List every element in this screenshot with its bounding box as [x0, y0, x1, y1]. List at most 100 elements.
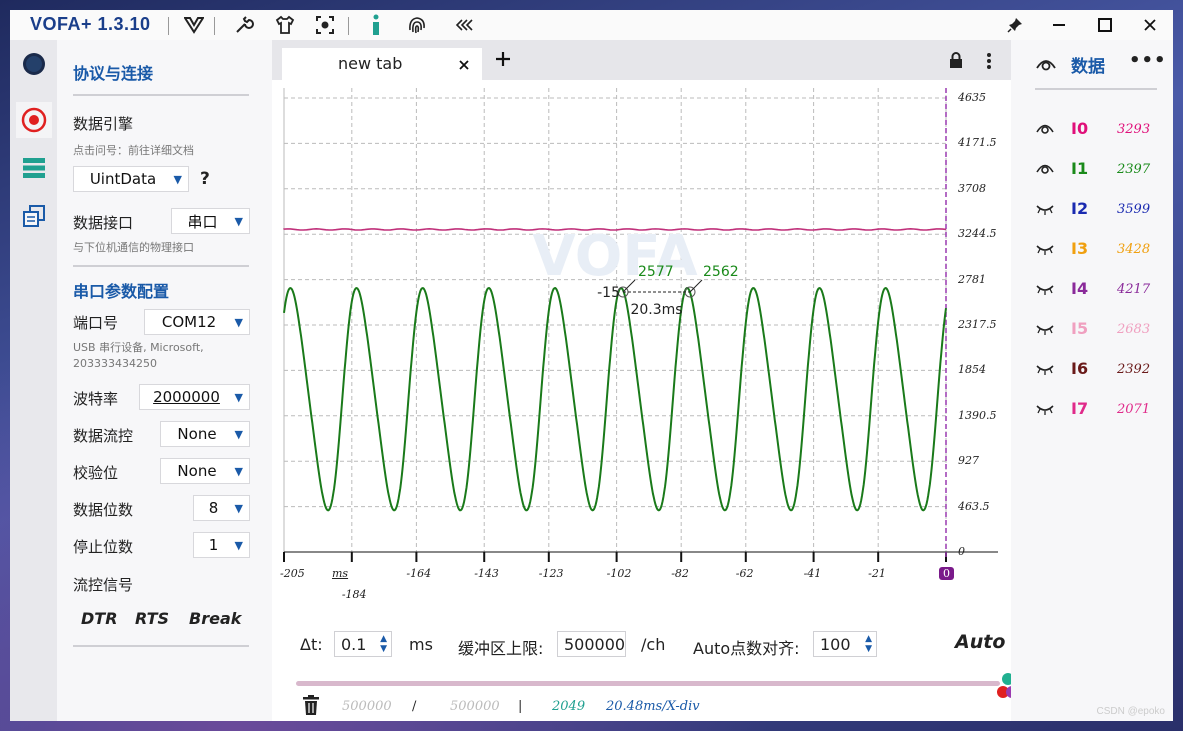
eye-open-icon[interactable] [1035, 161, 1055, 181]
dt-value: 0.1 [341, 634, 367, 654]
close-icon[interactable] [458, 53, 470, 75]
channel-row-i1[interactable]: I1 2397 [1011, 155, 1173, 185]
cursor-leader-right [689, 279, 703, 293]
y-tick-label: 1390.5 [958, 408, 997, 422]
main-area: new tab VOFA 2577 2562 -15 20.3ms 4635 4171.5… [272, 40, 1018, 721]
connection-status-icon[interactable] [16, 46, 52, 82]
parity-select-value: None [177, 462, 217, 480]
iface-select[interactable]: 串口 ▼ [171, 208, 250, 234]
port-select-value: COM12 [161, 313, 217, 331]
align-value: 100 [820, 634, 851, 654]
databits-label: 数据位数 [73, 501, 134, 519]
channel-value: 3599 [1117, 202, 1151, 217]
chevron-down-icon: ▼ [173, 173, 182, 186]
x-tick-label: -82 [671, 567, 689, 580]
parity-label: 校验位 [73, 464, 119, 482]
more-vertical-icon[interactable] [986, 52, 992, 74]
wrench-icon[interactable] [231, 12, 257, 38]
baud-select[interactable]: 2000000 ▼ [139, 384, 250, 410]
collapse-icon[interactable] [452, 12, 478, 38]
channel-row-i7[interactable]: I7 2071 [1011, 395, 1173, 425]
flowctl-label: 数据流控 [73, 427, 134, 445]
toolbar-separator [348, 17, 349, 35]
break-button[interactable]: Break [189, 609, 242, 628]
spinner-icon[interactable]: ▲ ▼ [380, 634, 387, 654]
protocol-tab-icon[interactable] [16, 102, 52, 138]
left-rail [10, 40, 57, 721]
watermark: CSDN @epoko [1096, 706, 1165, 717]
eye-closed-icon[interactable] [1035, 321, 1055, 341]
dt-input[interactable]: 0.1 ▲ ▼ [334, 631, 392, 657]
channel-row-i2[interactable]: I2 3599 [1011, 195, 1173, 225]
maximize-button[interactable] [1090, 13, 1120, 37]
data-panel: 数据 ••• I0 3293 I1 2397 I2 3599 I3 3428 I4 4217 I5 2… [1011, 40, 1173, 721]
cursor-value-left: 2577 [638, 264, 674, 280]
buffer-unit: /ch [641, 635, 666, 654]
y-tick-label: 2781 [958, 272, 986, 286]
eye-icon[interactable] [1035, 56, 1057, 76]
engine-select[interactable]: UintData ▼ [73, 166, 189, 192]
tab-label: new tab [338, 54, 403, 73]
port-description: USB 串行设备, Microsoft, [73, 341, 204, 354]
windows-tab-icon[interactable] [16, 198, 52, 234]
align-input[interactable]: 100 ▲ ▼ [813, 631, 877, 657]
dt-label: Δt: [300, 635, 323, 654]
chevron-down-icon: ▼ [234, 391, 243, 404]
pin-icon[interactable] [1000, 13, 1030, 37]
vofa-logo-icon[interactable] [181, 12, 207, 38]
port-select[interactable]: COM12 ▼ [144, 309, 250, 335]
spinner-icon[interactable]: ▲ ▼ [865, 634, 872, 654]
channel-name: I1 [1071, 159, 1089, 178]
y-tick-label: 2317.5 [958, 318, 997, 331]
channel-value: 2071 [1117, 402, 1151, 417]
buffer-progress-bar[interactable] [296, 681, 1000, 686]
rts-button[interactable]: RTS [135, 609, 170, 628]
eye-closed-icon[interactable] [1035, 201, 1055, 221]
x-tick-label: -184 [341, 588, 367, 601]
eye-closed-icon[interactable] [1035, 361, 1055, 381]
help-button[interactable]: ? [200, 169, 210, 189]
flowsig-label: 流控信号 [73, 576, 134, 594]
channel-row-i6[interactable]: I6 2392 [1011, 355, 1173, 385]
eye-closed-icon[interactable] [1035, 401, 1055, 421]
databits-select[interactable]: 8 ▼ [193, 495, 250, 521]
y-tick-label: 3244.5 [958, 227, 997, 241]
channel-row-i0[interactable]: I0 3293 [1011, 115, 1173, 145]
buffer-input[interactable]: 500000 [557, 631, 626, 657]
channel-row-i5[interactable]: I5 2683 [1011, 315, 1173, 345]
add-tab-icon[interactable] [494, 50, 512, 72]
minimize-button[interactable] [1044, 13, 1074, 37]
port-description-id: 203333434250 [73, 357, 157, 370]
x-tick-label: -41 [803, 567, 822, 580]
capture-icon[interactable] [312, 12, 338, 38]
eye-closed-icon[interactable] [1035, 241, 1055, 261]
channel-row-i3[interactable]: I3 3428 [1011, 235, 1173, 265]
channel-row-i4[interactable]: I4 4217 [1011, 275, 1173, 305]
eye-open-icon[interactable] [1035, 121, 1055, 141]
stopbits-select[interactable]: 1 ▼ [193, 532, 250, 558]
fingerprint-icon[interactable] [404, 12, 430, 38]
dtr-button[interactable]: DTR [81, 609, 118, 628]
engine-hint: 点击问号：前往详细文档 [73, 144, 194, 157]
serial-section-title: 串口参数配置 [73, 282, 170, 301]
stat-separator: | [518, 699, 523, 714]
x-tick-label: 0 [939, 567, 954, 580]
parity-select[interactable]: None ▼ [160, 458, 250, 484]
divider [73, 265, 249, 267]
trash-icon[interactable] [302, 695, 320, 719]
tab-new-tab[interactable]: new tab [282, 48, 482, 80]
auto-button[interactable]: Auto [955, 631, 1006, 653]
flowctl-select[interactable]: None ▼ [160, 421, 250, 447]
eye-closed-icon[interactable] [1035, 281, 1055, 301]
x-tick-label: -164 [406, 567, 432, 580]
shirt-icon[interactable] [272, 12, 298, 38]
iface-select-value: 串口 [187, 212, 218, 231]
close-button[interactable] [1135, 13, 1165, 37]
lock-icon[interactable] [949, 52, 963, 72]
info-icon[interactable] [363, 12, 389, 38]
more-horizontal-icon[interactable]: ••• [1129, 50, 1167, 71]
stat-total: 500000 [450, 699, 500, 714]
waveform-plot[interactable]: VOFA 2577 2562 -15 20.3ms 4635 4171.5 3708 3244… [272, 80, 1011, 610]
widgets-tab-icon[interactable] [16, 150, 52, 186]
